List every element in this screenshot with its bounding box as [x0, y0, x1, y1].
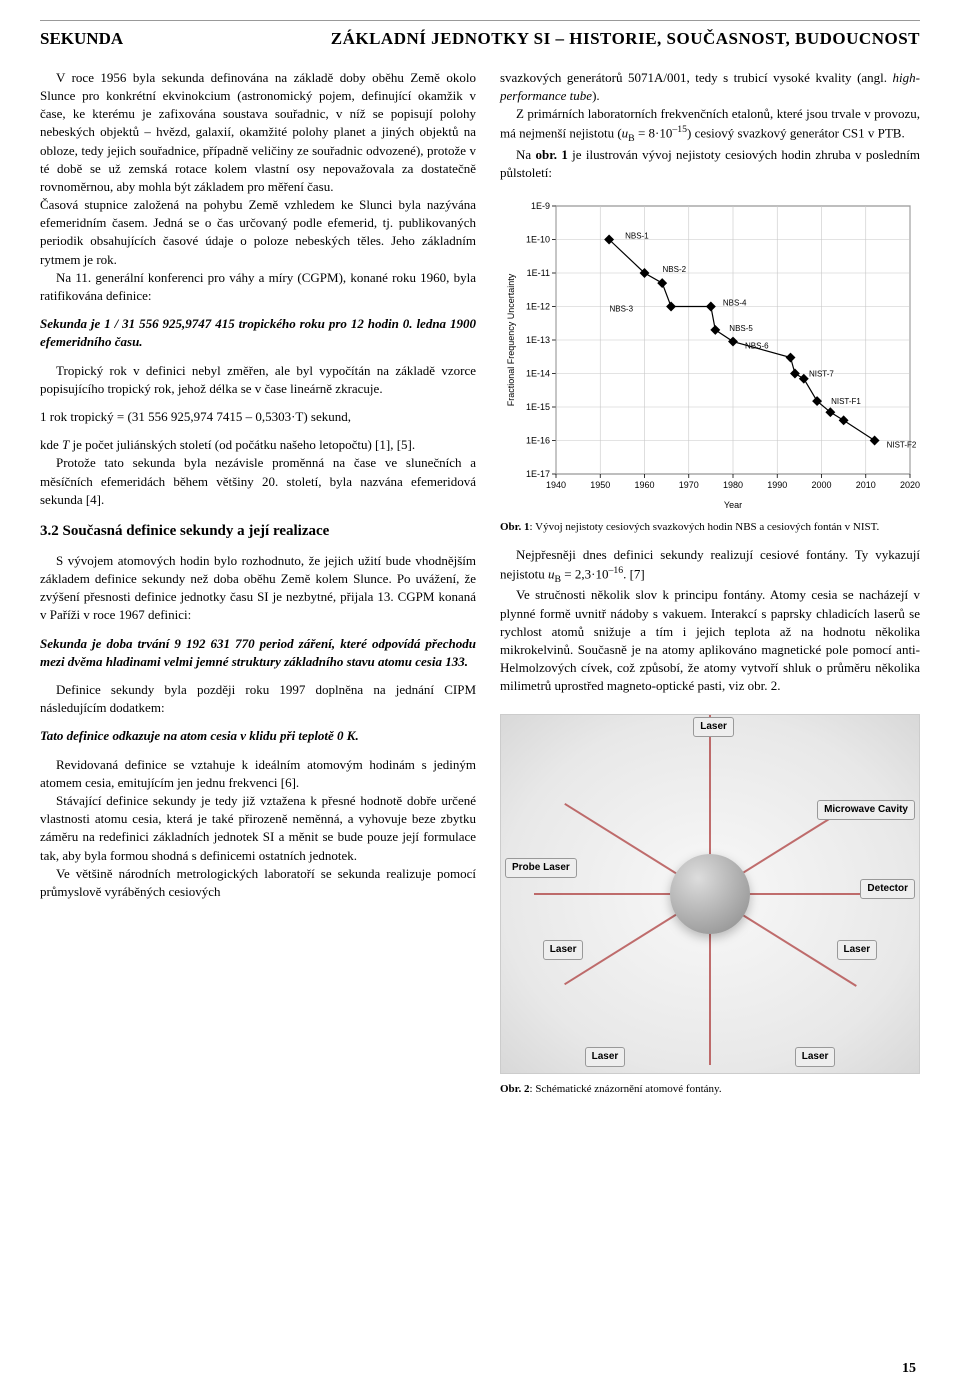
- header-left: SEKUNDA: [40, 27, 123, 51]
- detector-label: Detector: [860, 879, 915, 899]
- para: V roce 1956 byla sekunda definována na z…: [40, 69, 476, 196]
- svg-text:NBS-1: NBS-1: [625, 232, 649, 241]
- para: svazkových generátorů 5071A/001, tedy s …: [500, 69, 920, 105]
- para: Revidovaná definice se vztahuje k ideáln…: [40, 756, 476, 792]
- para: Ve většině národních metrologických labo…: [40, 865, 476, 901]
- microwave-cavity-label: Microwave Cavity: [817, 800, 915, 820]
- svg-text:1E-13: 1E-13: [526, 335, 550, 345]
- laser-label-bot-r: Laser: [795, 1047, 836, 1067]
- para: Na obr. 1 je ilustrován vývoj nejistoty …: [500, 146, 920, 182]
- svg-text:2020: 2020: [900, 480, 920, 490]
- probe-laser-label: Probe Laser: [505, 858, 577, 878]
- laser-label-bot-l: Laser: [585, 1047, 626, 1067]
- definition: Sekunda je 1 / 31 556 925,9747 415 tropi…: [40, 315, 476, 351]
- svg-text:1E-11: 1E-11: [527, 268, 550, 278]
- figure-1-chart: 1E-9 1E-10 1E-11 1E-12 1E-13 1E-14 1E-15 1E-16 1…: [500, 194, 920, 514]
- para: Ve stručnosti několik slov k principu fo…: [500, 586, 920, 695]
- para: Časová stupnice založená na pohybu Země …: [40, 196, 476, 269]
- para: Definice sekundy byla později roku 1997 …: [40, 681, 476, 717]
- svg-text:1E-17: 1E-17: [526, 469, 550, 479]
- svg-text:NBS-6: NBS-6: [745, 342, 769, 351]
- page-header: SEKUNDA ZÁKLADNÍ JEDNOTKY SI – HISTORIE,…: [40, 20, 920, 51]
- definition: Tato definice odkazuje na atom cesia v k…: [40, 727, 476, 745]
- svg-text:1950: 1950: [590, 480, 610, 490]
- svg-text:Fractional Frequency Uncertain: Fractional Frequency Uncertainty: [506, 274, 516, 407]
- laser-label-br: Laser: [837, 940, 878, 960]
- para: Tropický rok v definici nebyl změřen, al…: [40, 362, 476, 398]
- figure-1-caption: Obr. 1: Vývoj nejistoty cesiových svazko…: [500, 520, 920, 535]
- right-column: svazkových generátorů 5071A/001, tedy s …: [500, 69, 920, 1107]
- svg-text:1E-16: 1E-16: [526, 436, 550, 446]
- svg-text:NIST-7: NIST-7: [809, 370, 834, 379]
- chart-svg: 1E-9 1E-10 1E-11 1E-12 1E-13 1E-14 1E-15 1E-16 1…: [500, 194, 920, 514]
- para: S vývojem atomových hodin bylo rozhodnut…: [40, 552, 476, 625]
- para: Nejpřesněji dnes definici sekundy realiz…: [500, 546, 920, 587]
- left-column: V roce 1956 byla sekunda definována na z…: [40, 69, 476, 1107]
- svg-text:Year: Year: [724, 500, 742, 510]
- svg-text:1E-10: 1E-10: [526, 235, 550, 245]
- svg-text:2000: 2000: [811, 480, 831, 490]
- svg-text:1940: 1940: [546, 480, 566, 490]
- svg-text:NIST-F2: NIST-F2: [887, 441, 917, 450]
- svg-text:2010: 2010: [856, 480, 876, 490]
- svg-text:1960: 1960: [634, 480, 654, 490]
- svg-text:1970: 1970: [679, 480, 699, 490]
- formula: 1 rok tropický = (31 556 925,974 7415 – …: [40, 408, 476, 426]
- para: Protože tato sekunda byla nezávisle prom…: [40, 454, 476, 509]
- svg-text:NBS-2: NBS-2: [663, 265, 687, 274]
- two-column-layout: V roce 1956 byla sekunda definována na z…: [40, 69, 920, 1107]
- para: Na 11. generální konferenci pro váhy a m…: [40, 269, 476, 305]
- svg-text:NIST-F1: NIST-F1: [831, 397, 861, 406]
- laser-label-top: Laser: [693, 717, 734, 737]
- svg-text:1980: 1980: [723, 480, 743, 490]
- para: Z primárních laboratorních frekvenčních …: [500, 105, 920, 146]
- figure-2-diagram: Laser Microwave Cavity Probe Laser Detec…: [500, 714, 920, 1074]
- svg-text:1E-9: 1E-9: [531, 201, 550, 211]
- definition: Sekunda je doba trvání 9 192 631 770 per…: [40, 635, 476, 671]
- figure-2-caption: Obr. 2: Schématické znázornění atomové f…: [500, 1082, 920, 1097]
- svg-text:1E-15: 1E-15: [526, 402, 550, 412]
- laser-label-bl: Laser: [543, 940, 584, 960]
- page-number: 15: [902, 1359, 916, 1379]
- section-heading-3-2: 3.2 Současná definice sekundy a její rea…: [40, 521, 476, 542]
- fountain-center: [670, 854, 750, 934]
- para: Stávající definice sekundy je tedy již v…: [40, 792, 476, 865]
- svg-text:1E-12: 1E-12: [526, 302, 550, 312]
- svg-text:NBS-3: NBS-3: [609, 305, 633, 314]
- svg-text:NBS-4: NBS-4: [723, 299, 747, 308]
- header-right: ZÁKLADNÍ JEDNOTKY SI – HISTORIE, SOUČASN…: [331, 27, 920, 51]
- svg-text:1990: 1990: [767, 480, 787, 490]
- svg-text:1E-14: 1E-14: [526, 369, 550, 379]
- svg-text:NBS-5: NBS-5: [729, 324, 753, 333]
- para: kde T je počet juliánských století (od p…: [40, 436, 476, 454]
